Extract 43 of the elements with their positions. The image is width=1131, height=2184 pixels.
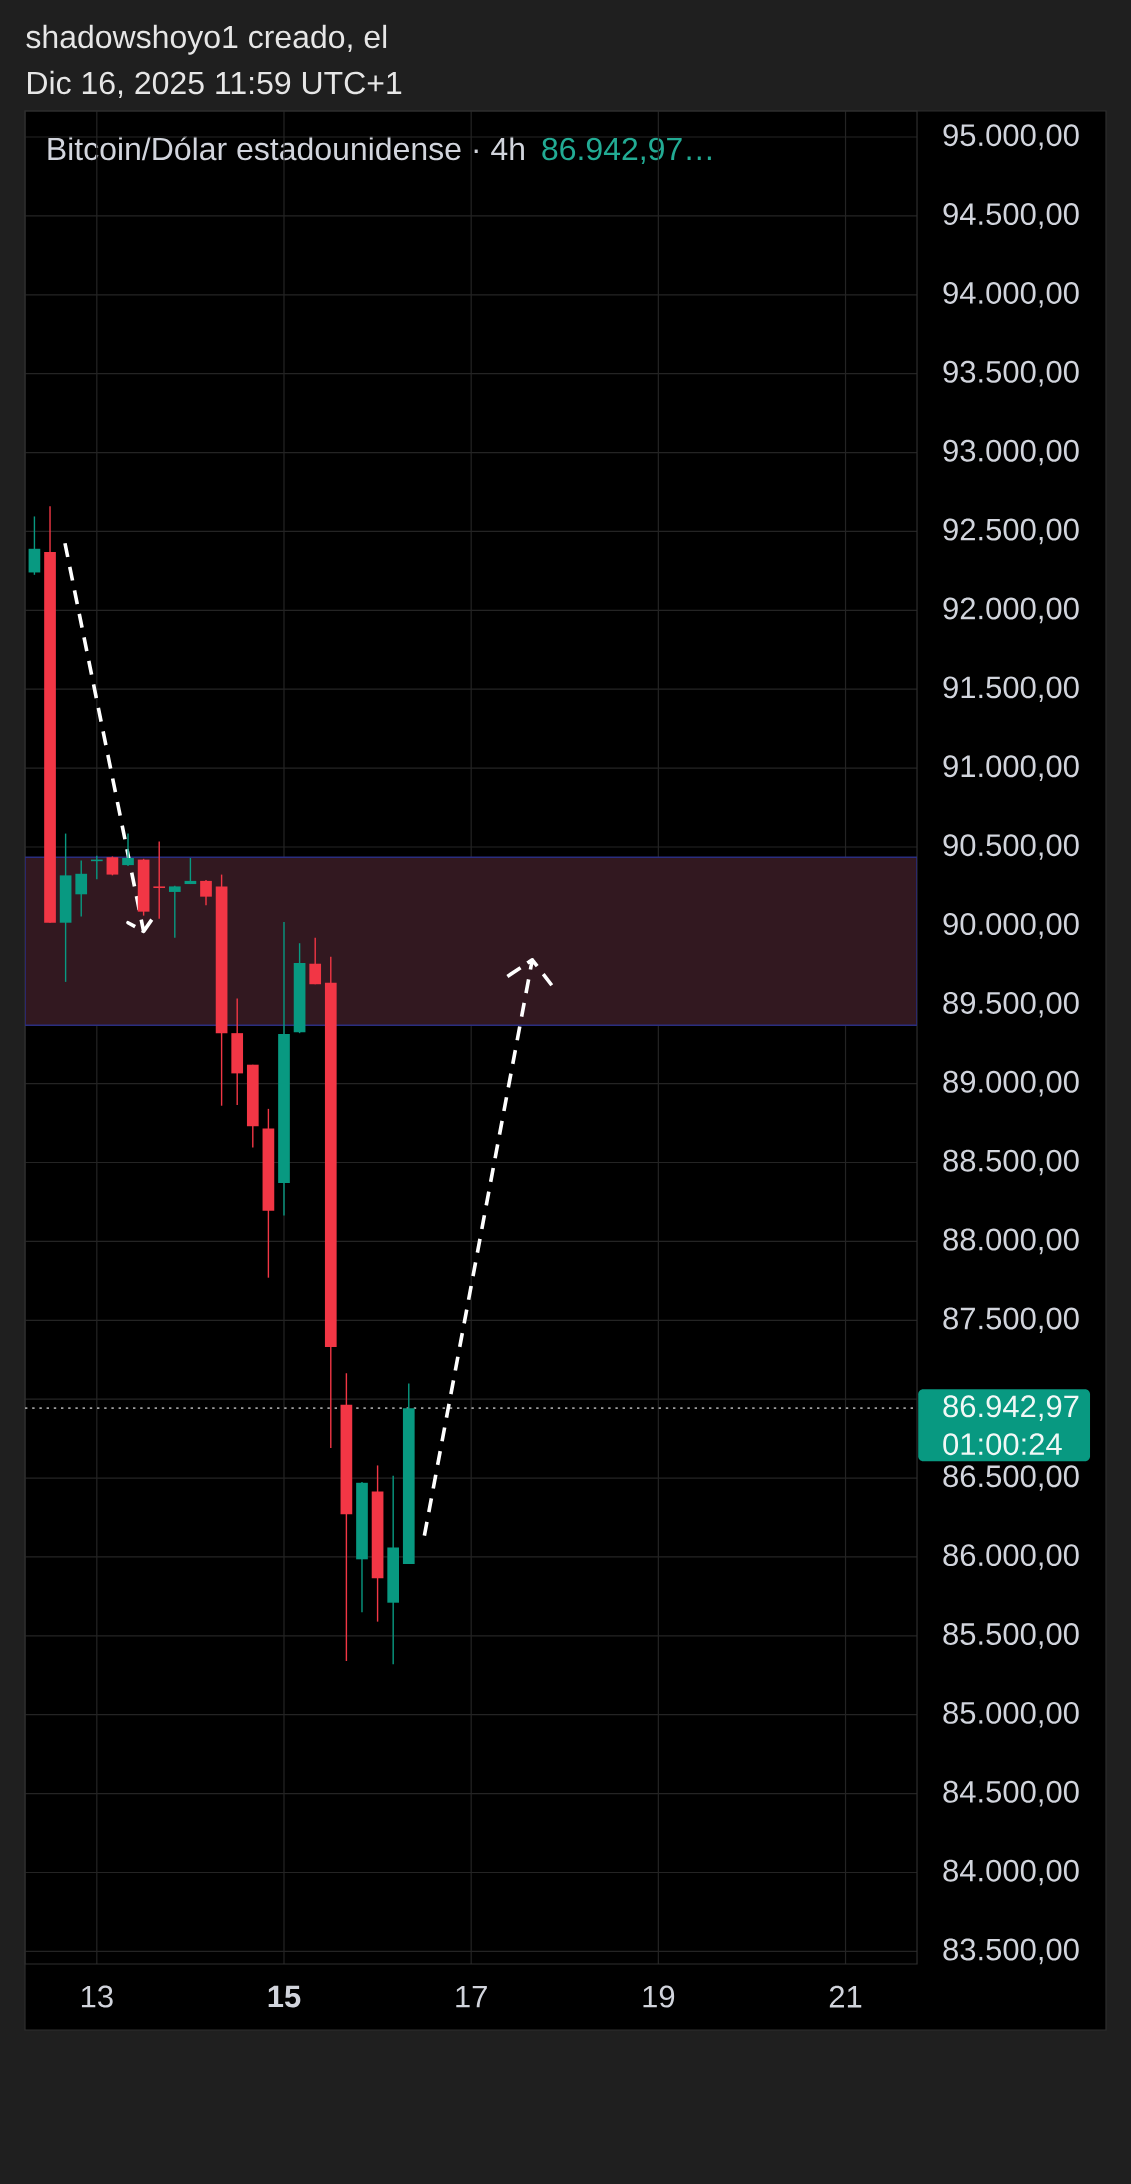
ref-line-label: 86.942,97 (943, 1395, 1079, 1421)
y-tick-label: 88.500,00 (943, 1149, 1079, 1176)
y-tick-label: 86.000,00 (943, 1544, 1079, 1570)
y-tick-label: 84.000,00 (943, 1859, 1079, 1886)
y-tick-label: 91.500,00 (943, 676, 1079, 703)
candlestick (122, 832, 134, 867)
candlestick (28, 515, 41, 576)
y-tick-label: 84.500,00 (943, 1780, 1079, 1807)
y-tick-label: 90.500,00 (943, 834, 1079, 860)
x-tick-label: 19 (643, 1985, 675, 2008)
y-tick-label: 94.500,00 (943, 203, 1079, 229)
y-tick-label: 90.000,00 (943, 913, 1079, 939)
text: shadowshoyo1 creado, el (26, 24, 387, 55)
line-series (63, 541, 156, 934)
x-tick-label: 13 (81, 1985, 113, 2008)
y-tick-label: 85.000,00 (943, 1701, 1079, 1728)
y-tick-label: 94.000,00 (943, 281, 1079, 308)
candlestick (309, 937, 322, 985)
candlestick (200, 879, 212, 907)
y-tick-label: 95.000,00 (943, 124, 1079, 150)
x-tick-label: 15 (268, 1985, 301, 2008)
y-tick-label: 93.500,00 (943, 360, 1079, 387)
text: 86.942,97… (542, 137, 711, 165)
y-tick-label: 89.500,00 (943, 991, 1079, 1018)
text: Dic 16, 2025 11:59 UTC+1 (28, 70, 402, 99)
candlestick (153, 840, 166, 920)
y-tick-label: 83.500,00 (943, 1938, 1079, 1965)
y-tick-label: 85.500,00 (943, 1623, 1079, 1649)
y-tick-label: 87.500,00 (943, 1307, 1079, 1334)
y-tick-label: 92.000,00 (943, 597, 1079, 624)
y-tick-label: 93.000,00 (943, 439, 1079, 466)
y-tick-label: 91.000,00 (943, 755, 1079, 781)
line-series (422, 957, 556, 1538)
x-tick-label: 21 (829, 1985, 862, 2008)
y-tick-label: 89.000,00 (943, 1070, 1079, 1097)
text: 01:00:24 (943, 1433, 1062, 1456)
candlestick (75, 859, 88, 918)
y-tick-label: 88.000,00 (943, 1228, 1079, 1255)
text: Bitcoin/Dólar estadounidense · 4h (48, 136, 524, 161)
candlestick (168, 884, 181, 939)
y-tick-label: 92.500,00 (943, 518, 1079, 545)
y-tick-label: 86.500,00 (943, 1465, 1079, 1491)
x-tick-label: 17 (456, 1985, 487, 2008)
